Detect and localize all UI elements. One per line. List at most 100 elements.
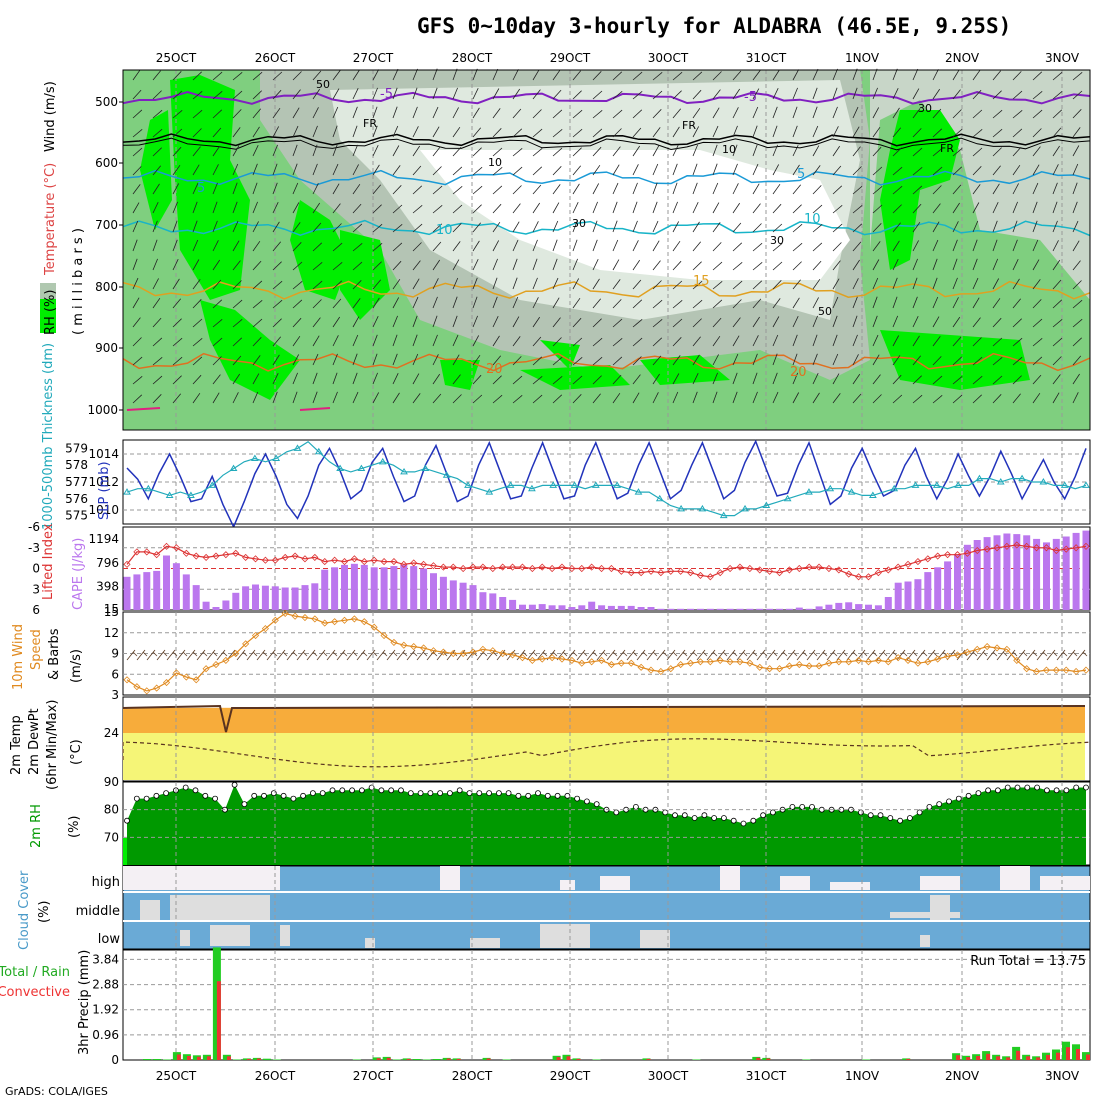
wind-barb	[432, 241, 442, 252]
wind-barb	[292, 71, 302, 81]
rh2m-point	[300, 792, 307, 799]
precip-bar-convective	[386, 1057, 391, 1060]
wind10-point	[212, 661, 220, 669]
wind-barb	[772, 183, 781, 195]
wind-barb	[652, 318, 663, 328]
wind-barb	[472, 240, 480, 252]
cape-bar	[598, 605, 606, 610]
wind10-point	[686, 659, 695, 667]
wind-barb	[572, 128, 583, 138]
wind-barb	[672, 145, 679, 157]
wind-barb	[692, 354, 700, 366]
wind-barb	[592, 356, 603, 366]
wind-barb	[352, 183, 361, 195]
wind-barb	[852, 166, 862, 176]
li-point	[202, 553, 210, 561]
wind-barb	[852, 334, 858, 347]
wind-barb	[772, 223, 783, 233]
label-cloud-high: high	[92, 875, 120, 890]
li-point	[607, 564, 616, 573]
wind-barb	[812, 204, 823, 214]
thickness-point	[528, 484, 536, 492]
rh2m-point	[701, 812, 708, 819]
wind10-point	[558, 655, 566, 663]
wind-barb	[1032, 164, 1040, 176]
wind-barb	[992, 165, 1001, 176]
wind-barb	[352, 203, 362, 214]
wind-barbs	[132, 68, 1083, 404]
wind-barb	[832, 145, 841, 157]
cloud-high-gap	[600, 876, 630, 890]
wind-barb	[472, 315, 478, 328]
wind-barb	[732, 280, 743, 290]
li-point	[133, 548, 141, 556]
thickness-point	[655, 494, 664, 502]
wind10-point	[380, 631, 388, 640]
wind-barb	[872, 394, 882, 404]
wind-barb	[432, 185, 443, 195]
thickness-point	[847, 488, 856, 495]
precip-bar-convective	[976, 1056, 981, 1060]
wind-barb	[852, 315, 858, 328]
wind10-point	[766, 665, 774, 673]
wind-barb	[432, 334, 438, 347]
wind10-barb-flag	[732, 651, 738, 657]
cape-bar	[815, 606, 823, 610]
wind-barb	[332, 391, 338, 404]
wind-barb	[592, 164, 601, 176]
cloud-low-bar	[640, 930, 670, 948]
wind10-point	[1013, 656, 1021, 664]
wind-barb	[712, 107, 720, 119]
wind-barb	[752, 353, 758, 366]
thickness-point	[911, 481, 920, 488]
wind-barb	[232, 280, 242, 290]
li-path	[126, 544, 1087, 578]
wind-barb	[972, 166, 982, 176]
wind10-barb	[1056, 649, 1066, 661]
wind-barb	[352, 242, 363, 252]
rh2m-point	[711, 815, 717, 821]
wind-barb	[512, 316, 520, 328]
wind-barb	[932, 239, 939, 252]
thickness-point	[421, 464, 430, 472]
wind-barb	[692, 144, 698, 157]
wind-barb	[592, 109, 603, 119]
wind-barb	[292, 261, 303, 271]
precip-bar-convective	[576, 1058, 581, 1060]
li-point	[815, 563, 823, 571]
wind-barb	[932, 375, 943, 385]
wind-barb	[432, 315, 438, 328]
wind10-path	[126, 612, 1087, 692]
wind10-tick: 6	[111, 667, 119, 681]
wind-barb	[1032, 259, 1040, 271]
wind-barb	[372, 223, 383, 233]
wind-barb	[692, 163, 698, 176]
li-point	[746, 564, 754, 573]
wind-barb	[552, 258, 558, 271]
cloud-high-white	[123, 866, 280, 890]
temperature-contours	[122, 90, 1091, 411]
wind10-barb	[826, 649, 836, 661]
wind-barb	[732, 317, 741, 328]
wind-barb	[832, 126, 839, 138]
cape-bar	[766, 608, 774, 610]
wind10-point	[874, 656, 882, 664]
wind-barb	[612, 201, 618, 214]
wind10-point	[627, 659, 635, 667]
thickness-tick: 577	[65, 475, 88, 489]
wind10-point	[390, 638, 398, 646]
cape-bar	[341, 564, 348, 610]
wind-barb	[1032, 128, 1042, 138]
wind-barb	[992, 258, 999, 271]
wind10-point	[756, 663, 764, 671]
rh2m-point	[907, 815, 913, 821]
wind-barb	[672, 355, 681, 366]
cape-bar	[983, 537, 991, 610]
cape-bar	[202, 601, 210, 610]
wind10-barb-flag	[652, 651, 658, 657]
wind-barb	[732, 353, 739, 366]
wind-barb	[732, 261, 743, 271]
rh2m-point	[897, 817, 903, 824]
cape-bar	[637, 607, 645, 610]
